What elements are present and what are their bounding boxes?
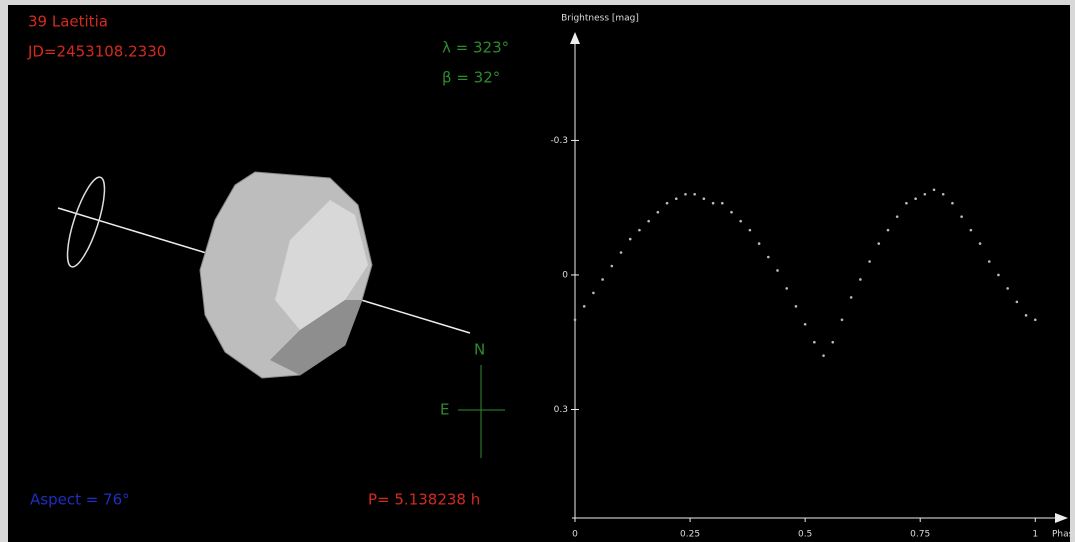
data-point	[666, 202, 669, 205]
data-point	[970, 229, 973, 232]
data-point	[960, 215, 963, 218]
y-tick-label: 0	[562, 270, 568, 280]
data-point	[813, 341, 816, 344]
x-tick-label: 0.5	[798, 530, 812, 540]
data-point	[914, 197, 917, 200]
data-point	[730, 211, 733, 214]
data-point	[721, 202, 724, 205]
y-axis-title: Brightness [mag]	[561, 14, 639, 24]
beta: β = 32°	[442, 69, 500, 87]
north-label: N	[474, 341, 485, 359]
data-point	[859, 278, 862, 281]
data-point	[1034, 319, 1037, 322]
period: P= 5.138238 h	[368, 491, 480, 509]
data-point	[896, 215, 899, 218]
data-point	[611, 265, 614, 268]
data-point	[601, 278, 604, 281]
data-point	[1025, 314, 1028, 317]
aspect: Aspect = 76°	[30, 491, 130, 509]
data-point	[657, 211, 660, 214]
data-point	[693, 193, 696, 196]
viewport	[8, 5, 1070, 542]
data-point	[739, 220, 742, 223]
object-name: 39 Laetitia	[28, 13, 108, 31]
data-point	[997, 274, 1000, 277]
data-point	[647, 220, 650, 223]
data-point	[675, 197, 678, 200]
data-point	[592, 292, 595, 295]
data-point	[831, 341, 834, 344]
y-tick-label: -0.3	[550, 136, 568, 146]
x-tick-label: 0.25	[680, 530, 700, 540]
data-point	[620, 251, 623, 254]
data-point	[822, 354, 825, 357]
data-point	[795, 305, 798, 308]
data-point	[942, 193, 945, 196]
data-point	[933, 188, 936, 191]
data-point	[841, 319, 844, 322]
data-point	[574, 319, 577, 322]
data-point	[703, 197, 706, 200]
data-point	[924, 193, 927, 196]
data-point	[951, 202, 954, 205]
data-point	[684, 193, 687, 196]
data-point	[905, 202, 908, 205]
data-point	[988, 260, 991, 263]
data-point	[583, 305, 586, 308]
data-point	[638, 229, 641, 232]
y-tick-label: 0.3	[554, 405, 568, 415]
data-point	[1016, 301, 1019, 304]
data-point	[1006, 287, 1009, 290]
east-label: E	[440, 401, 449, 419]
lambda: λ = 323°	[442, 39, 509, 57]
data-point	[767, 256, 770, 259]
data-point	[758, 242, 761, 245]
data-point	[979, 242, 982, 245]
data-point	[629, 238, 632, 241]
x-tick-label: 0	[572, 530, 578, 540]
x-tick-label: 1	[1032, 530, 1038, 540]
data-point	[850, 296, 853, 299]
data-point	[804, 323, 807, 326]
data-point	[749, 229, 752, 232]
data-point	[868, 260, 871, 263]
data-point	[877, 242, 880, 245]
data-point	[712, 202, 715, 205]
viewer: 39 Laetitia JD=2453108.2330 λ = 323° β =…	[0, 0, 1075, 542]
julian-date: JD=2453108.2330	[27, 43, 166, 61]
data-point	[776, 269, 779, 272]
data-point	[887, 229, 890, 232]
x-tick-label: 0.75	[910, 530, 930, 540]
x-axis-title: Phase	[1052, 530, 1075, 540]
data-point	[785, 287, 788, 290]
